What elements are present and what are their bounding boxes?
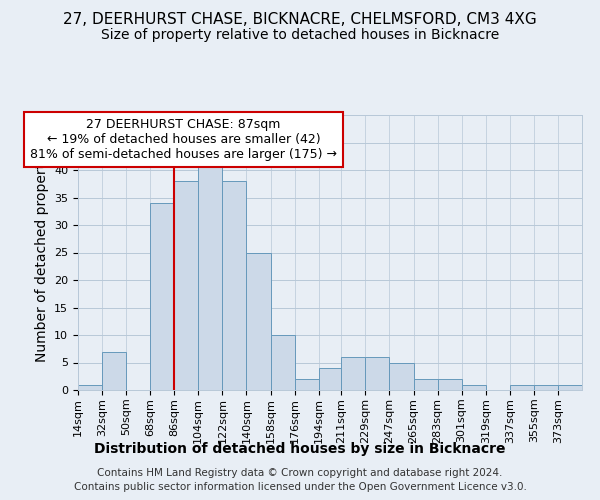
Bar xyxy=(247,252,271,390)
Bar xyxy=(510,384,534,390)
Text: Distribution of detached houses by size in Bicknacre: Distribution of detached houses by size … xyxy=(94,442,506,456)
Bar xyxy=(223,181,247,390)
Bar xyxy=(461,384,486,390)
Text: 27, DEERHURST CHASE, BICKNACRE, CHELMSFORD, CM3 4XG: 27, DEERHURST CHASE, BICKNACRE, CHELMSFO… xyxy=(63,12,537,28)
Bar xyxy=(199,164,223,390)
Text: Contains public sector information licensed under the Open Government Licence v3: Contains public sector information licen… xyxy=(74,482,526,492)
Bar xyxy=(271,335,295,390)
Bar xyxy=(534,384,558,390)
Y-axis label: Number of detached properties: Number of detached properties xyxy=(35,143,49,362)
Bar xyxy=(389,362,413,390)
Bar xyxy=(413,379,437,390)
Text: Contains HM Land Registry data © Crown copyright and database right 2024.: Contains HM Land Registry data © Crown c… xyxy=(97,468,503,477)
Bar xyxy=(365,357,389,390)
Text: 27 DEERHURST CHASE: 87sqm
← 19% of detached houses are smaller (42)
81% of semi-: 27 DEERHURST CHASE: 87sqm ← 19% of detac… xyxy=(30,118,337,161)
Bar xyxy=(319,368,341,390)
Bar xyxy=(78,384,102,390)
Bar xyxy=(558,384,582,390)
Bar xyxy=(341,357,365,390)
Bar xyxy=(174,181,199,390)
Bar xyxy=(150,203,174,390)
Text: Size of property relative to detached houses in Bicknacre: Size of property relative to detached ho… xyxy=(101,28,499,42)
Bar xyxy=(102,352,126,390)
Bar xyxy=(437,379,461,390)
Bar xyxy=(295,379,319,390)
